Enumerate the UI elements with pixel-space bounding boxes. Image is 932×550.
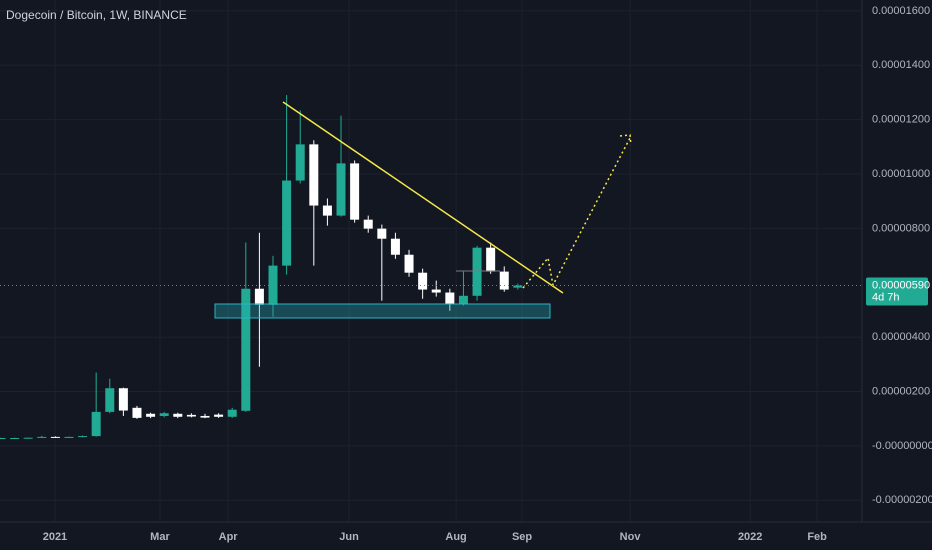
candle-body — [309, 144, 319, 206]
y-tick-label: 0.00000200 — [872, 385, 930, 397]
x-tick-label: Nov — [620, 531, 642, 543]
candle-body — [336, 163, 346, 216]
countdown-label: 4d 7h — [872, 291, 900, 303]
x-tick-label: 2021 — [43, 531, 67, 543]
candle-body — [499, 271, 509, 290]
x-tick-label: 2022 — [738, 531, 762, 543]
candle-body — [200, 415, 210, 418]
candle-body — [50, 436, 60, 438]
chart-title: Dogecoin / Bitcoin, 1W, BINANCE — [6, 8, 187, 22]
drawings — [214, 101, 632, 319]
candle-body — [241, 288, 251, 411]
candle-body — [10, 437, 20, 439]
candle-body — [227, 409, 237, 417]
y-tick-label: 0.00001000 — [872, 168, 930, 180]
grid — [0, 0, 862, 522]
last-price-label: 0.00000590 — [872, 279, 930, 291]
candle-body — [377, 228, 387, 239]
candle-body — [418, 272, 428, 290]
candle-body — [404, 254, 414, 273]
candle-body — [78, 436, 88, 438]
candle-body — [105, 388, 115, 412]
candle-body — [458, 295, 468, 304]
support-zone — [214, 303, 551, 319]
x-tick-label: Jun — [339, 531, 359, 543]
x-tick-label: Apr — [219, 531, 239, 543]
y-tick-label: 0.00000400 — [872, 331, 930, 343]
candle-body — [0, 437, 6, 439]
candles — [0, 95, 523, 439]
candle-body — [214, 414, 224, 417]
candle-body — [254, 288, 264, 305]
candle-body — [37, 436, 47, 438]
candle-body — [513, 285, 523, 288]
candle-body — [282, 180, 292, 266]
candle-body — [159, 413, 169, 416]
y-tick-label: -0.00000200 — [872, 494, 932, 506]
y-tick-label: 0.00001600 — [872, 5, 930, 17]
candle-body — [91, 411, 101, 437]
candle-body — [431, 289, 441, 293]
last-price-box — [866, 277, 928, 306]
candle-body — [350, 163, 360, 220]
candle-body — [445, 292, 455, 304]
y-tick-label: -0.00000000 — [872, 440, 932, 452]
x-tick-label: Aug — [445, 531, 466, 543]
x-tick-label: Mar — [150, 531, 170, 543]
candle-body — [363, 219, 373, 229]
candle-body — [186, 414, 196, 417]
candle-body — [118, 388, 128, 411]
candle-body — [132, 407, 142, 418]
candle-body — [64, 436, 74, 438]
projection-arrowhead — [619, 134, 632, 146]
y-tick-label: 0.00001400 — [872, 59, 930, 71]
y-tick-label: 0.00000800 — [872, 222, 930, 234]
candle-body — [472, 247, 482, 296]
y-tick-label: 0.00001200 — [872, 114, 930, 126]
x-tick-label: Sep — [512, 531, 532, 543]
candle-body — [23, 437, 33, 439]
candle-body — [390, 238, 400, 255]
candle-body — [173, 413, 183, 417]
candle-body — [146, 413, 156, 417]
candle-body — [295, 144, 305, 181]
x-tick-label: Feb — [807, 531, 827, 543]
candle-body — [268, 265, 278, 305]
candle-body — [486, 247, 496, 272]
candle-body — [322, 205, 332, 216]
trend-line — [282, 101, 564, 294]
